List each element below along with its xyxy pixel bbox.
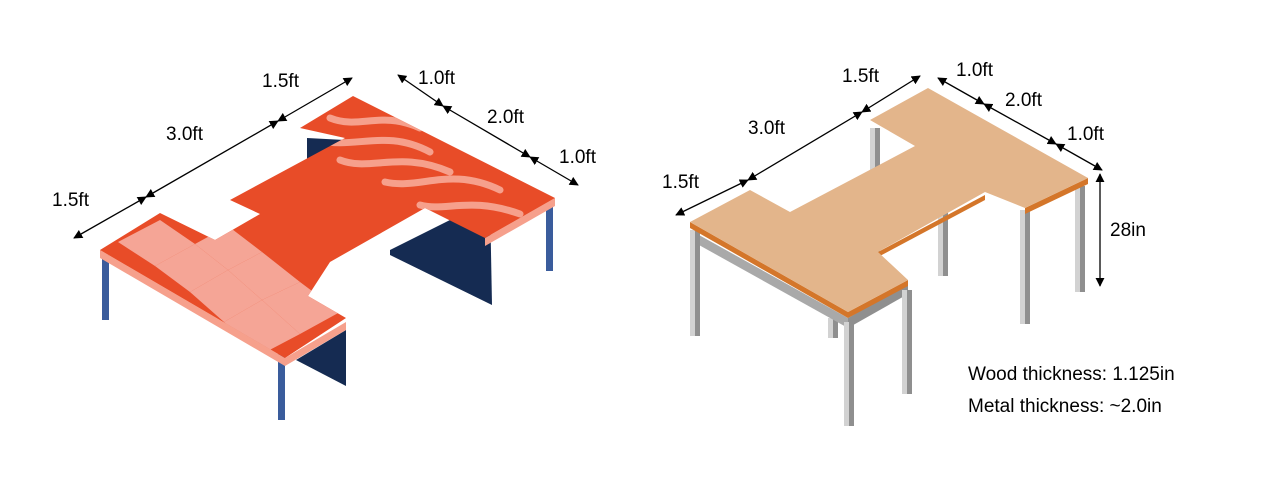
right-leg-front-left	[690, 230, 700, 336]
left-leg-b	[278, 352, 285, 420]
left-dim-left-end: 1.5ft	[52, 190, 90, 211]
left-dim-right-end: 1.5ft	[262, 71, 300, 92]
right-dim-line-left	[675, 179, 749, 216]
right-leg-back-mid	[938, 200, 948, 276]
right-leg-front-corner	[844, 322, 854, 426]
left-panel-front	[296, 330, 346, 386]
right-leg-mid	[1020, 210, 1030, 324]
left-top-edge-right	[485, 198, 555, 246]
right-dim-line-right	[861, 75, 921, 113]
metal-thickness-note: Metal thickness: ~2.0in	[968, 396, 1162, 417]
left-table	[100, 96, 555, 420]
right-dimensions: 1.5ft 3.0ft 1.5ft 1.0ft 2.0ft 1.0ft 28in	[662, 60, 1146, 287]
left-dim-line-middle	[145, 120, 279, 198]
right-dim-height: 28in	[1110, 220, 1146, 241]
left-dim-back-top: 1.0ft	[418, 68, 456, 89]
right-leg-front-right	[902, 290, 912, 394]
right-frame-front	[848, 284, 908, 328]
right-dim-line-back-top	[937, 77, 985, 105]
left-dim-middle: 3.0ft	[166, 124, 204, 145]
left-dim-line-left	[73, 196, 147, 239]
right-dim-right-end: 1.5ft	[842, 66, 880, 87]
right-top-edge-mid	[878, 195, 985, 257]
left-dim-line-back-bottom	[529, 156, 579, 186]
left-diamond-pattern	[118, 220, 340, 354]
right-dim-line-back-bottom	[1055, 143, 1103, 171]
right-dim-back-middle: 2.0ft	[1005, 90, 1043, 111]
right-dim-line-middle	[747, 111, 863, 181]
left-dim-back-bottom: 1.0ft	[559, 147, 597, 168]
right-dim-back-top: 1.0ft	[956, 60, 994, 81]
right-frame-left	[690, 230, 848, 328]
right-dim-left-end: 1.5ft	[662, 172, 700, 193]
left-dim-back-middle: 2.0ft	[487, 107, 525, 128]
left-dimensions: 1.5ft 3.0ft 1.5ft 1.0ft 2.0ft 1.0ft	[52, 68, 597, 239]
wood-thickness-note: Wood thickness: 1.125in	[968, 364, 1175, 385]
right-dim-back-bottom: 1.0ft	[1067, 124, 1105, 145]
left-leg-a	[102, 255, 109, 320]
right-dim-middle: 3.0ft	[748, 118, 786, 139]
left-dim-line-back-middle	[442, 105, 531, 158]
left-dim-line-back-top	[397, 74, 444, 107]
right-leg-back-right	[1075, 186, 1085, 292]
material-notes: Wood thickness: 1.125in Metal thickness:…	[968, 364, 1175, 417]
right-top-edge-back	[1025, 178, 1088, 214]
left-dim-line-right	[277, 77, 353, 122]
right-leg-inner	[828, 318, 838, 338]
right-dim-line-back-middle	[983, 103, 1057, 145]
left-leg-c	[546, 205, 553, 271]
